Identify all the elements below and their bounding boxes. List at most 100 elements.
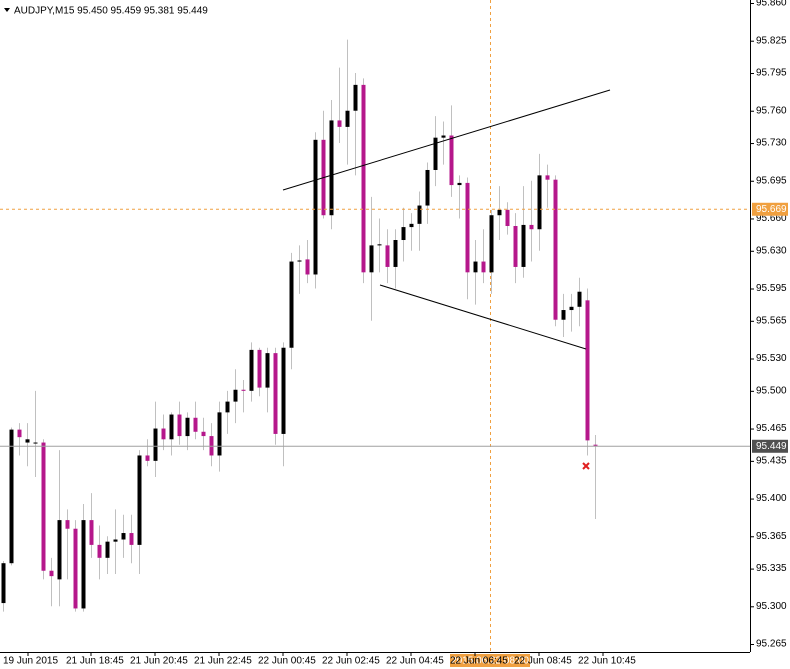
candle-body: [529, 224, 534, 230]
close-marker: [582, 462, 590, 470]
candle-body: [417, 205, 422, 224]
candle-body: [481, 261, 486, 273]
candle-body: [425, 169, 430, 206]
candle-body: [129, 533, 134, 545]
candle-body: [241, 389, 246, 391]
candle-body: [521, 224, 526, 267]
candle-body: [433, 137, 438, 170]
candle-body: [65, 520, 70, 529]
candle-body: [33, 442, 38, 444]
candle-body: [505, 209, 510, 227]
candle-body: [177, 414, 182, 437]
header-arrow: [4, 8, 10, 12]
candle-body: [369, 245, 374, 273]
trendline: [282, 89, 611, 191]
candle-body: [265, 353, 270, 388]
candle-body: [561, 310, 566, 320]
x-tick-label: 21 Jun 22:45: [194, 656, 252, 667]
candle-body: [145, 455, 150, 461]
candle-body: [217, 412, 222, 456]
y-tick-label: 95.435: [756, 455, 787, 466]
candle-body: [449, 135, 454, 186]
candle-body: [9, 429, 14, 564]
candle-body: [441, 135, 446, 138]
y-tick-label: 95.730: [756, 138, 787, 149]
candle-body: [513, 226, 518, 267]
candle-body: [385, 245, 390, 267]
candle-body: [537, 175, 542, 230]
x-tick-label: 22 Jun 00:45: [258, 656, 316, 667]
candle-body: [585, 300, 590, 441]
candle-body: [73, 528, 78, 609]
y-tick-label: 95.860: [756, 0, 787, 9]
crosshair-time-label: 2015.06.22 08:00: [451, 656, 529, 667]
candle-body: [97, 544, 102, 558]
y-tick-label: 95.695: [756, 175, 787, 186]
y-tick-label: 95.365: [756, 531, 787, 542]
y-tick-label: 95.795: [756, 68, 787, 79]
candle-body: [113, 539, 118, 542]
candle-body: [233, 389, 238, 402]
candle-body: [489, 215, 494, 273]
candle-body: [81, 520, 86, 609]
crosshair-price-box: [752, 202, 788, 216]
x-tick-label: 19 Jun 2015: [3, 656, 58, 667]
y-tick-label: 95.465: [756, 423, 787, 434]
x-tick-label: 22 Jun 02:45: [322, 656, 380, 667]
candle-body: [297, 260, 302, 262]
candle-body: [337, 120, 342, 127]
candle-body: [497, 209, 502, 216]
candle-body: [377, 244, 382, 246]
candle-body: [273, 353, 278, 434]
candle-body: [17, 429, 22, 438]
candle-body: [225, 401, 230, 413]
candle-body: [553, 179, 558, 320]
candle-body: [409, 223, 414, 228]
bid-price-label: 95.449: [756, 441, 787, 452]
candle-body: [393, 240, 398, 267]
crosshair-time-box: [450, 654, 530, 667]
x-tick-label: 21 Jun 20:45: [130, 656, 188, 667]
candle-body: [41, 442, 46, 571]
y-tick-label: 95.760: [756, 105, 787, 116]
candle-body: [153, 428, 158, 461]
plot: [1, 39, 598, 612]
y-tick-label: 95.565: [756, 315, 787, 326]
candle-body: [465, 182, 470, 273]
header: AUDJPY,M15 95.450 95.459 95.381 95.449: [14, 6, 208, 17]
candle-body: [257, 349, 262, 388]
candle-body: [121, 533, 126, 540]
candle-body: [569, 306, 574, 311]
y-tick-label: 95.400: [756, 493, 787, 504]
candle-body: [473, 261, 478, 273]
y-tick-label: 95.530: [756, 353, 787, 364]
y-tick-label: 95.660: [756, 213, 787, 224]
y-tick-label: 95.335: [756, 563, 787, 574]
candle-body: [25, 439, 30, 443]
candle-body: [313, 139, 318, 275]
candle-body: [289, 261, 294, 348]
candle-body: [201, 431, 206, 437]
bid-price-box: [752, 439, 788, 453]
x-tick-label: 21 Jun 18:45: [66, 656, 124, 667]
candle-body: [305, 259, 310, 275]
candle-body: [361, 84, 366, 273]
candle-body: [345, 110, 350, 127]
candle-body: [89, 520, 94, 545]
y-tick-label: 95.630: [756, 245, 787, 256]
candle-body: [57, 520, 62, 580]
candle-body: [1, 563, 6, 604]
candle-body: [577, 291, 582, 307]
candle-body: [545, 175, 550, 180]
y-tick-label: 95.595: [756, 283, 787, 294]
x-tick-label: 22 Jun 08:45: [514, 656, 572, 667]
candle-body: [457, 182, 462, 186]
y-tick-label: 95.265: [756, 639, 787, 650]
crosshair-price-label: 95.669: [756, 204, 787, 215]
candle-body: [329, 120, 334, 216]
y-tick-label: 95.825: [756, 35, 787, 46]
candle-body: [401, 227, 406, 241]
y-tick-label: 95.300: [756, 601, 787, 612]
